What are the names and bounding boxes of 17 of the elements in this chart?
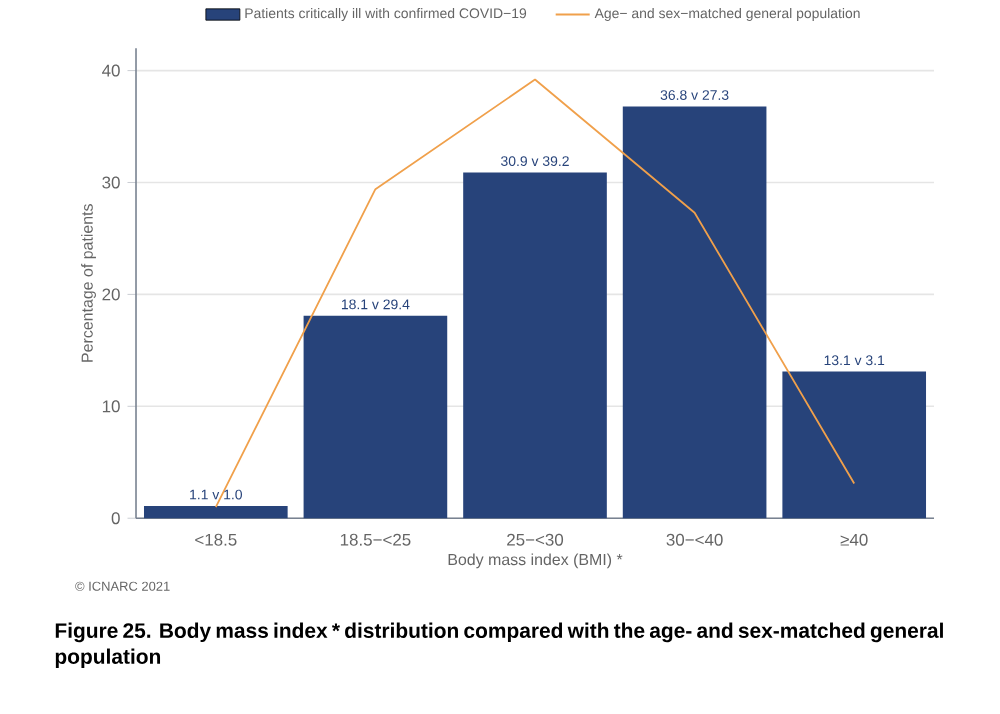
x-tick-label: ≥40 <box>840 533 868 546</box>
bar <box>782 371 927 519</box>
y-tick-label: 0 <box>111 512 120 525</box>
line-series <box>214 78 856 508</box>
y-tick-label: 10 <box>102 400 120 413</box>
caption: Figure 25. Body mass index * distribution compared with the age- and sex-matched general population <box>55 622 943 668</box>
bar <box>303 315 448 519</box>
x-tick-label: 30−<40 <box>666 533 723 546</box>
x-tick-label: 18.5−<25 <box>340 533 411 546</box>
x-tick-label: <18.5 <box>195 533 237 546</box>
x-tick-label: 25−<30 <box>507 533 564 546</box>
y-tick-label: 20 <box>102 288 120 301</box>
y-tick-label: 40 <box>102 64 120 77</box>
bar <box>622 106 767 519</box>
bar <box>143 505 288 519</box>
y-tick-label: 30 <box>102 176 120 189</box>
bar <box>463 172 607 519</box>
